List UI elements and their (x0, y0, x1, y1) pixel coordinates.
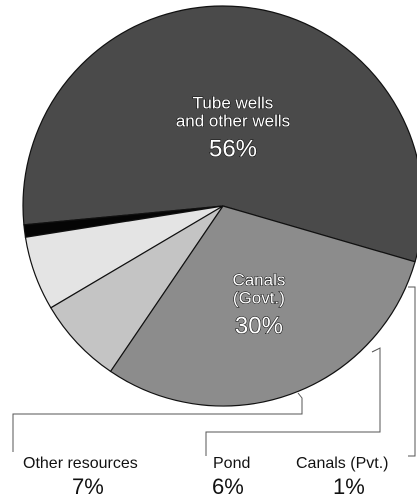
slice-value-tube-wells-and-other-wells: 56% (209, 136, 257, 163)
slice-label-tube-wells-and-other-wells-line-2: and other wells (176, 112, 290, 131)
slice-label-canals-govt-line-1: Canals (232, 271, 285, 290)
leader-lines (12, 286, 416, 457)
slice-value-other-resources: 7% (72, 474, 104, 499)
slice-value-canals-pvt: 1% (333, 474, 365, 499)
leader-line-canals-pvt (408, 286, 416, 457)
pie-slice-tube-wells-and-other-wells (22, 5, 417, 263)
slice-value-canals-govt: 30% (235, 313, 283, 340)
slice-label-tube-wells-and-other-wells-line-1: Tube wells (193, 94, 274, 113)
slice-label-canals-govt-line-2: (Govt.) (233, 289, 285, 308)
leader-line-pond (205, 347, 381, 456)
slice-label-other-resources: Other resources (23, 455, 138, 472)
slice-value-pond: 6% (212, 474, 244, 499)
leader-line-other-resources (12, 392, 303, 452)
slice-label-pond: Pond (213, 455, 251, 472)
pie-slices (22, 5, 417, 407)
pie-slice-canals-govt (109, 205, 416, 407)
slice-label-canals-pvt: Canals (Pvt.) (296, 455, 389, 472)
